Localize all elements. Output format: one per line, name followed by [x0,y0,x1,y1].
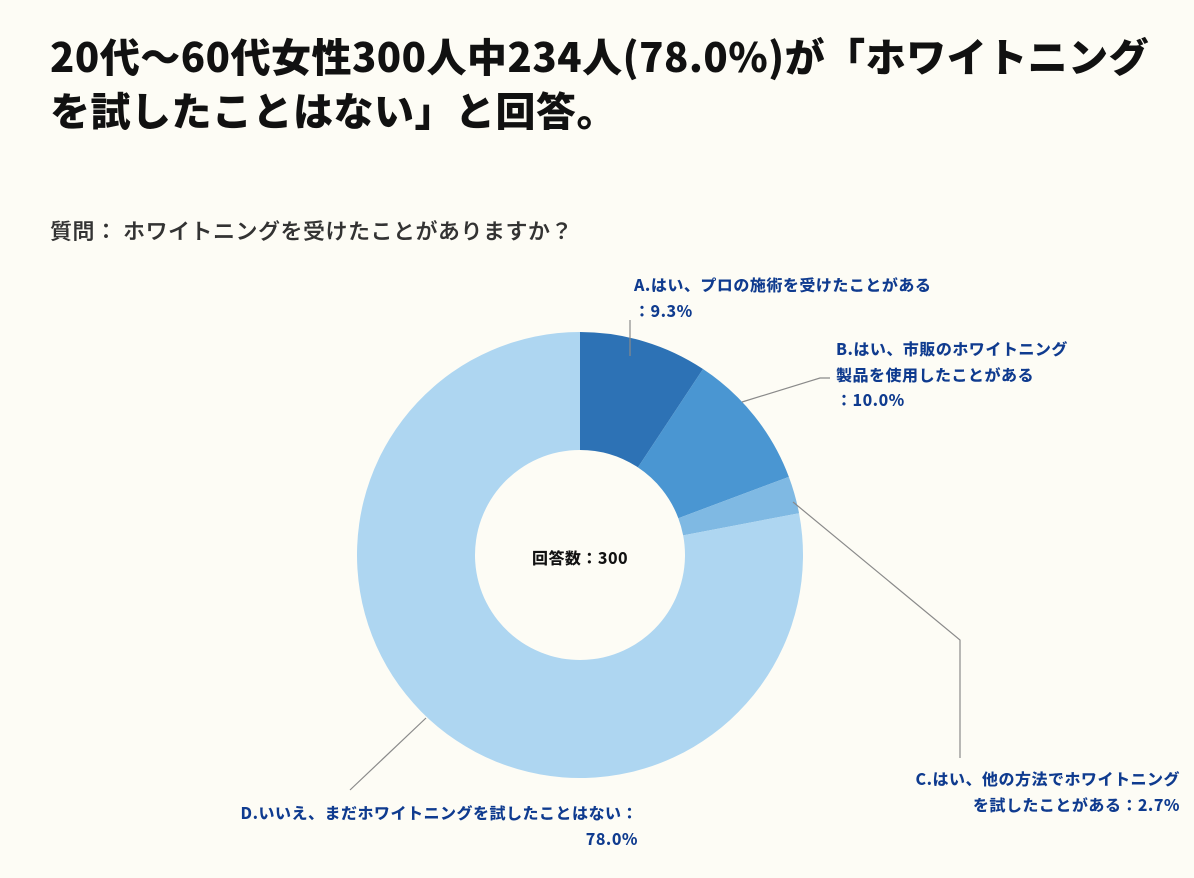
leader-line-c [793,502,960,758]
slice-label-d: D.いいえ、まだホワイトニングを試したことはない：78.0% [78,800,638,851]
leader-line-d [350,718,426,790]
chart-center-label: 回答数：300 [520,545,640,569]
donut-chart [0,0,1194,878]
slice-label-c: C.はい、他の方法でホワイトニングを試したことがある：2.7% [820,766,1180,817]
leader-line-b [742,378,830,402]
slice-label-a: A.はい、プロの施術を受けたことがある：9.3% [634,272,931,323]
slice-label-b: B.はい、市販のホワイトニング製品を使用したことがある：10.0% [836,336,1068,413]
